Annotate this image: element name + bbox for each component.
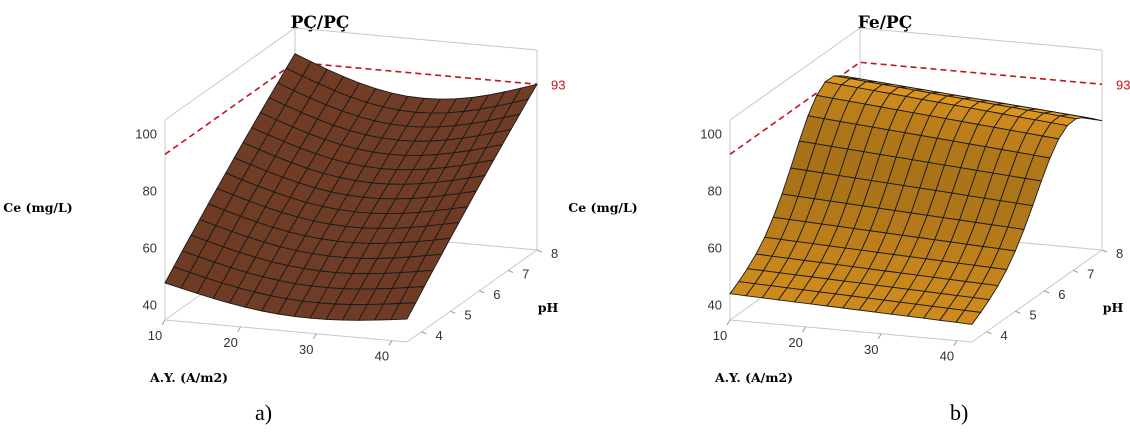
z-tick-label: 60 bbox=[143, 241, 157, 256]
plot-title: Fe/PÇ bbox=[858, 13, 912, 33]
reference-line bbox=[729, 61, 1103, 155]
x-tick-label: 30 bbox=[299, 342, 313, 357]
z-axis-label: Ce (mg/L) bbox=[568, 200, 637, 215]
reference-label: 93 bbox=[1116, 77, 1130, 92]
box-edge bbox=[164, 27, 296, 121]
x-axis-label: A.Y. (A/m2) bbox=[149, 370, 228, 385]
x-tick-mark bbox=[161, 319, 166, 326]
y-tick-mark bbox=[986, 331, 992, 335]
plot-title: PÇ/PÇ bbox=[291, 13, 350, 33]
y-tick-label: 8 bbox=[551, 246, 558, 261]
z-tick-label: 60 bbox=[708, 241, 722, 256]
x-tick-mark bbox=[388, 340, 393, 346]
x-axis-label: A.Y. (A/m2) bbox=[714, 370, 793, 385]
box-edge bbox=[294, 27, 538, 51]
surface-cell bbox=[390, 302, 417, 321]
z-tick-label: 80 bbox=[143, 183, 157, 198]
y-tick-label: 5 bbox=[464, 307, 471, 322]
x-tick-mark bbox=[953, 340, 958, 346]
box-edge bbox=[164, 319, 408, 343]
surface-cell bbox=[955, 309, 982, 325]
surface-plot-b-canvas: Fe/PÇ Ce (mg/L) A.Y. (A/m2) pH 93 40 60 80 1… bbox=[568, 13, 1130, 385]
x-tick-mark bbox=[726, 319, 731, 326]
y-tick-mark bbox=[421, 331, 427, 335]
z-tick-label: 40 bbox=[708, 298, 722, 313]
surface-mesh bbox=[729, 75, 1103, 325]
panel-caption: a) bbox=[255, 400, 273, 425]
y-tick-mark bbox=[1072, 269, 1079, 273]
y-tick-mark bbox=[1101, 249, 1108, 253]
surface-plot-a: PÇ/PÇ Ce (mg/L) A.Y. (A/m2) pH 93 40 60 80 1… bbox=[3, 13, 565, 425]
box-edge bbox=[971, 249, 1103, 343]
y-tick-mark bbox=[450, 310, 456, 314]
x-tick-label: 20 bbox=[223, 335, 237, 350]
reference-label: 93 bbox=[551, 77, 565, 92]
y-axis-label: pH bbox=[538, 300, 559, 315]
z-tick-label: 100 bbox=[700, 126, 722, 141]
y-tick-label: 5 bbox=[1029, 307, 1036, 322]
surface-mesh bbox=[164, 53, 538, 321]
reference-line bbox=[164, 61, 538, 155]
y-tick-mark bbox=[507, 269, 514, 273]
y-tick-label: 6 bbox=[493, 287, 500, 302]
x-tick-label: 40 bbox=[375, 349, 389, 364]
y-tick-mark bbox=[1044, 290, 1050, 294]
box-edge bbox=[729, 27, 861, 121]
x-tick-mark bbox=[237, 326, 242, 333]
y-tick-label: 6 bbox=[1058, 287, 1065, 302]
box-edge bbox=[859, 27, 1103, 51]
z-axis-label: Ce (mg/L) bbox=[3, 200, 72, 215]
x-tick-label: 30 bbox=[864, 342, 878, 357]
y-tick-label: 7 bbox=[1087, 266, 1094, 281]
panel-caption: b) bbox=[950, 400, 969, 425]
box-edge bbox=[729, 319, 973, 343]
box-edge bbox=[406, 249, 538, 343]
x-tick-label: 10 bbox=[148, 328, 162, 343]
surface-plot-b: Fe/PÇ Ce (mg/L) A.Y. (A/m2) pH 93 40 60 80 1… bbox=[565, 0, 1130, 432]
y-tick-label: 8 bbox=[1116, 246, 1123, 261]
y-tick-label: 7 bbox=[522, 266, 529, 281]
y-tick-mark bbox=[536, 249, 543, 253]
z-tick-label: 100 bbox=[135, 126, 157, 141]
x-tick-mark bbox=[802, 326, 807, 333]
z-tick-label: 40 bbox=[143, 298, 157, 313]
y-tick-label: 4 bbox=[1000, 328, 1007, 343]
surface-plot-a-canvas: PÇ/PÇ Ce (mg/L) A.Y. (A/m2) pH 93 40 60 80 1… bbox=[3, 13, 565, 385]
y-axis-label: pH bbox=[1103, 300, 1124, 315]
z-tick-label: 80 bbox=[708, 183, 722, 198]
y-tick-label: 4 bbox=[435, 328, 442, 343]
x-tick-label: 20 bbox=[788, 335, 802, 350]
x-tick-label: 40 bbox=[940, 349, 954, 364]
y-tick-mark bbox=[479, 290, 485, 294]
y-tick-mark bbox=[1015, 310, 1021, 314]
x-tick-label: 10 bbox=[713, 328, 727, 343]
x-tick-mark bbox=[312, 333, 317, 340]
x-tick-mark bbox=[877, 333, 882, 340]
